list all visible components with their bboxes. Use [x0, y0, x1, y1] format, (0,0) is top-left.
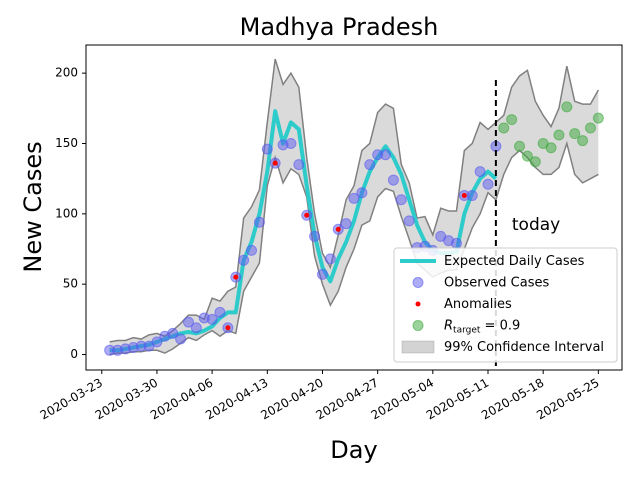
data-point: [584, 122, 596, 134]
data-point: [175, 333, 187, 345]
data-point: [214, 306, 226, 318]
data-point: [482, 178, 494, 190]
legend-swatch: [401, 340, 435, 354]
data-point: [529, 156, 541, 168]
data-point: [261, 143, 273, 155]
legend-label-sub: target: [453, 325, 481, 335]
data-point: [450, 237, 462, 249]
legend-label: Expected Daily Cases: [444, 254, 585, 269]
data-point: [521, 150, 533, 162]
anomaly-dot: [225, 325, 231, 331]
anomaly-dot: [272, 160, 278, 166]
data-point: [206, 313, 218, 325]
data-point: [395, 194, 407, 206]
data-point: [285, 137, 297, 149]
legend-label-main: Expected Daily Cases: [444, 254, 585, 269]
data-point: [309, 230, 321, 242]
y-axis-label: New Cases: [19, 141, 47, 272]
data-point: [403, 215, 415, 227]
anomaly-dot: [233, 274, 239, 280]
plot-frame: [85, 44, 623, 371]
data-point: [356, 187, 368, 199]
legend-label: Anomalies: [444, 297, 512, 312]
y-tick-label: 200: [55, 66, 78, 80]
legend-label-rest: = 0.9: [480, 318, 520, 333]
x-axis-label: Day: [330, 436, 377, 464]
data-point: [592, 112, 604, 124]
data-point: [316, 268, 328, 280]
data-point: [506, 114, 518, 126]
legend-label: 99% Confidence Interval: [444, 340, 604, 355]
data-point: [514, 140, 526, 152]
y-tick-label: 150: [55, 136, 78, 150]
y-tick-label: 100: [55, 206, 78, 220]
data-point: [364, 159, 376, 171]
legend-swatch: [415, 301, 421, 307]
data-point: [324, 253, 336, 265]
data-point: [253, 216, 265, 228]
anomaly-dot: [335, 226, 341, 232]
legend-label-main: R: [444, 318, 453, 333]
data-point: [553, 129, 565, 141]
data-point: [151, 336, 163, 348]
data-point: [167, 327, 179, 339]
data-point: [498, 122, 510, 134]
legend-label-main: 99% Confidence Interval: [444, 340, 604, 355]
y-tick-label: 0: [70, 347, 78, 361]
anomaly-dot: [461, 193, 467, 199]
data-point: [569, 128, 581, 140]
data-point: [545, 142, 557, 154]
data-point: [190, 322, 202, 334]
data-point: [182, 316, 194, 328]
chart-title: Madhya Pradesh: [240, 13, 439, 41]
y-tick-label: 50: [63, 277, 78, 291]
data-point: [561, 101, 573, 113]
data-point: [474, 166, 486, 178]
x-tick-label: 2020-05-25: [534, 376, 601, 423]
data-point: [246, 244, 258, 256]
band-edge: [109, 140, 599, 356]
data-point: [348, 192, 360, 204]
legend-label-main: Anomalies: [444, 297, 512, 312]
data-point: [238, 254, 250, 266]
legend-swatch: [412, 277, 424, 288]
legend-box: [393, 247, 618, 363]
today-label: today: [512, 215, 560, 235]
data-point: [466, 190, 478, 202]
legend-label-main: Observed Cases: [444, 275, 549, 290]
legend-swatch: [412, 320, 424, 331]
legend-label: Observed Cases: [444, 275, 549, 290]
data-point: [340, 218, 352, 230]
band-edge: [109, 58, 600, 343]
data-point: [387, 174, 399, 186]
legend: Expected Daily Cases Observed Cases Anomal…: [393, 247, 618, 363]
data-point: [293, 159, 305, 171]
legend-label: Rtarget = 0.9: [444, 318, 520, 335]
data-point: [577, 135, 589, 147]
data-point: [380, 149, 392, 161]
anomaly-dot: [304, 212, 310, 218]
